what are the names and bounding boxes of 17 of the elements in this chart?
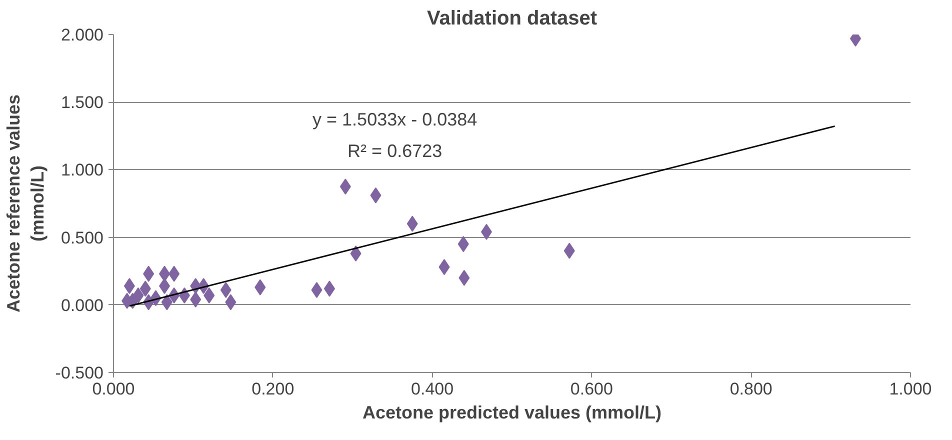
x-tick-label: 1.000 bbox=[889, 380, 932, 398]
y-tick-label: 1.000 bbox=[60, 160, 104, 180]
x-tick-label: 0.400 bbox=[411, 380, 454, 398]
x-tick-label: 0.200 bbox=[252, 380, 294, 398]
annotation: R² = 0.6723 bbox=[348, 140, 442, 161]
y-tick-label: 0.000 bbox=[60, 296, 104, 315]
x-axis-title: Acetone predicted values (mmol/L) bbox=[362, 402, 662, 422]
chart-title: Validation dataset bbox=[426, 8, 598, 30]
x-tick-label: 0.800 bbox=[730, 380, 772, 398]
y-tick-label: 2.000 bbox=[60, 26, 104, 44]
x-tick-label: 0.000 bbox=[92, 380, 135, 398]
y-tick-label: -0.500 bbox=[55, 364, 104, 382]
x-tick-label: 0.600 bbox=[570, 380, 613, 398]
y-tick-label: 0.500 bbox=[60, 228, 104, 248]
annotation: y = 1.5033x - 0.0384 bbox=[312, 110, 478, 130]
y-axis-title: Acetone reference values (mmol/L) bbox=[3, 94, 48, 313]
y-tick-label: 1.500 bbox=[60, 93, 104, 112]
